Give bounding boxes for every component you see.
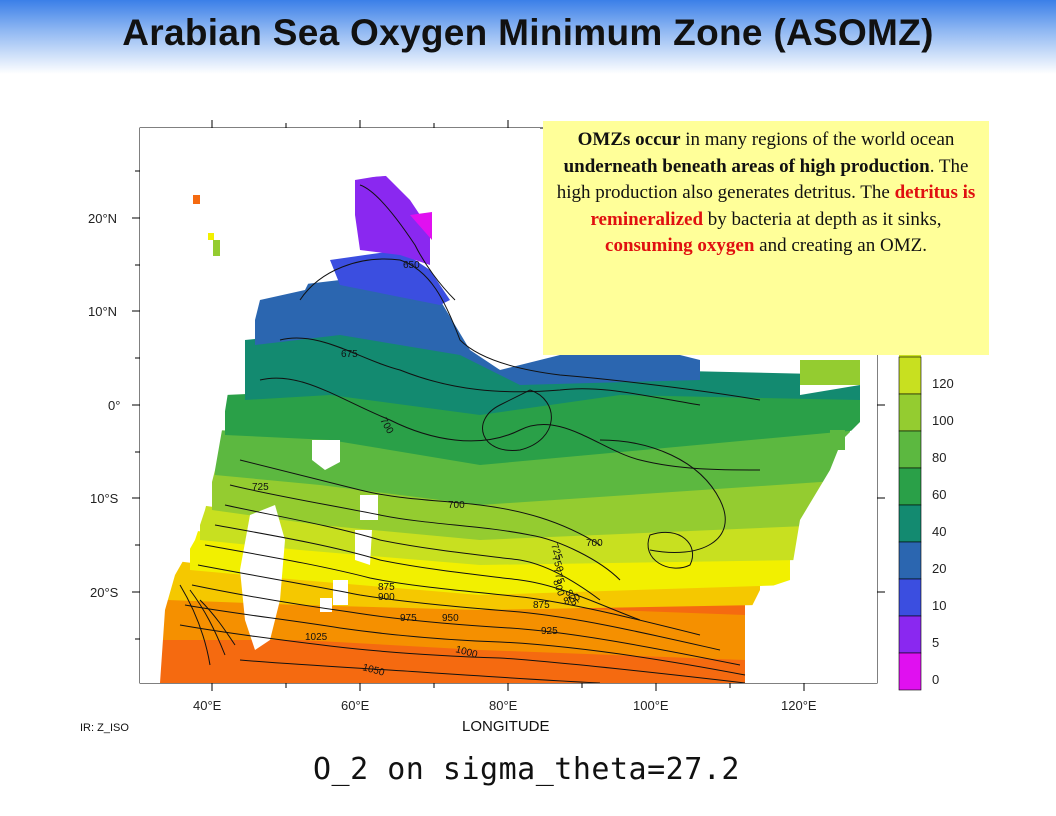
callout-bold-2: underneath beneath areas of high product… [563, 155, 930, 177]
colorbar-label: 60 [932, 487, 946, 502]
colorbar-swatch [898, 393, 922, 432]
colorbar: 120 100 80 60 40 20 10 5 0 [898, 355, 954, 691]
colorbar-label: 0 [932, 672, 939, 687]
island-reunion [320, 598, 332, 612]
land-africa-arabia [140, 128, 540, 683]
colorbar-swatch [898, 541, 922, 580]
colorbar-label: 120 [932, 376, 954, 391]
colorbar-label: 5 [932, 635, 939, 650]
x-tick-label: 60°E [341, 698, 370, 713]
callout-red-2: consuming oxygen [605, 235, 755, 256]
contour-label: 900 [378, 592, 395, 603]
band-gold [168, 560, 760, 610]
band-green [225, 390, 860, 465]
title-bar [0, 0, 1056, 74]
callout-text-3: by bacteria at depth as it sinks, [703, 208, 942, 230]
contour-label: 700 [448, 500, 465, 511]
colorbar-swatch [898, 615, 922, 654]
x-tick-label: 40°E [193, 698, 222, 713]
island-seychelles [312, 440, 340, 470]
y-tick-label: 20°N [88, 211, 117, 226]
colorbar-label: 100 [932, 413, 954, 428]
x-tick-label: 100°E [633, 698, 669, 713]
land-indonesia-australia [700, 355, 877, 683]
explanation-callout: OMZs occur in many regions of the world … [543, 121, 989, 355]
contour-label: 925 [541, 626, 558, 637]
x-axis-title: LONGITUDE [462, 718, 550, 735]
land-india [440, 175, 545, 360]
band-orange [160, 580, 745, 660]
colorbar-label: 20 [932, 561, 946, 576]
contour-lines [179, 184, 761, 683]
band-steel-blue [255, 280, 700, 385]
callout-bold-1: OMZs occur [577, 129, 681, 150]
pixel-red-sea-b [208, 233, 214, 240]
page-title: Arabian Sea Oxygen Minimum Zone (ASOMZ) [122, 12, 934, 53]
variable-label: IR: Z_ISO [80, 722, 129, 734]
contour-label: 725 [252, 482, 269, 493]
pixel-red-sea-a [193, 195, 200, 204]
axis-ticks [132, 120, 885, 691]
pixel-coast-east-b [830, 430, 845, 450]
figure-caption: O_2 on sigma_theta=27.2 [313, 752, 740, 787]
contour-label: 975 [400, 613, 417, 624]
colorbar-swatch [898, 504, 922, 543]
colorbar-swatch [898, 652, 922, 691]
callout-red-1: detritus is remineralized [590, 182, 976, 230]
pixel-red-sea-c [213, 240, 220, 256]
band-blue [330, 250, 450, 305]
colorbar-label: 80 [932, 450, 946, 465]
contour-label: 675 [341, 349, 358, 360]
contour-label-group: 650 675 700 700 700 725 725 750 775 800 … [252, 260, 603, 679]
callout-text-2: . The high production also generates det… [556, 155, 969, 204]
color-field: 650 675 700 700 700 725 725 750 775 800 … [140, 128, 877, 683]
y-tick-label: 10°N [88, 304, 117, 319]
contour-label: 950 [442, 613, 459, 624]
land-madagascar [240, 505, 285, 650]
x-tick-labels: 40°E 60°E 80°E 100°E 120°E [193, 698, 817, 713]
colorbar-swatch [898, 578, 922, 617]
callout-text-1: in many regions of the world ocean [680, 129, 955, 150]
y-tick-label: 0° [108, 398, 120, 413]
y-tick-labels: 20°N 10°N 0° 10°S 20°S [88, 211, 120, 600]
y-tick-label: 20°S [90, 585, 119, 600]
band-teal [245, 330, 860, 415]
colorbar-swatch [898, 467, 922, 506]
contour-label: 1025 [305, 632, 328, 643]
y-tick-label: 10°S [90, 491, 119, 506]
contour-label: 650 [403, 260, 420, 271]
contour-label: 875 [378, 582, 395, 593]
contour-label: 875 [533, 600, 550, 611]
colorbar-label: 40 [932, 524, 946, 539]
island-mascarene-b [333, 580, 348, 605]
callout-text-4: and creating an OMZ. [754, 235, 927, 256]
pixel-coast-east [800, 360, 860, 385]
colorbar-swatch [898, 356, 922, 395]
x-tick-label: 120°E [781, 698, 817, 713]
band-magenta [410, 212, 432, 240]
band-violet [355, 175, 430, 265]
colorbar-label: 10 [932, 598, 946, 613]
colorbar-swatch [898, 430, 922, 469]
island-chagos [360, 495, 378, 520]
x-tick-label: 80°E [489, 698, 518, 713]
contour-label: 700 [586, 538, 603, 549]
